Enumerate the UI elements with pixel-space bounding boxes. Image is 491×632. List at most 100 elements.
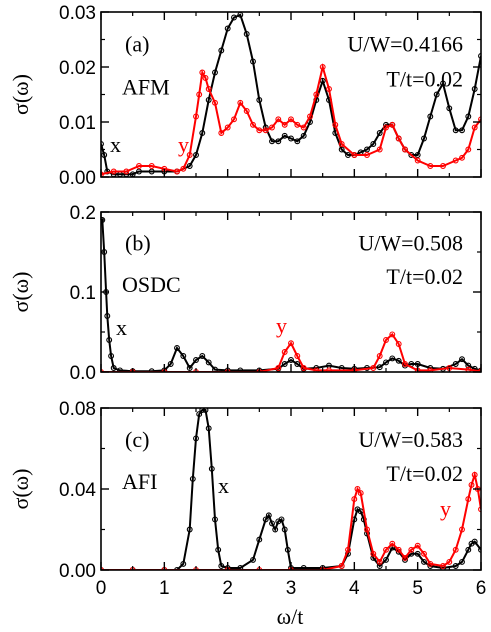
panel-c-phase-label: AFI [122,469,157,494]
panel-b-series-x-point [383,359,389,366]
panel-a-panel-label: (a) [125,32,149,57]
panel-c-series-x-point [452,563,459,569]
panel-c-xtick-label: 6 [476,578,487,599]
panel-a-series-x-line [101,13,481,176]
panel-c-series-x-point [414,550,421,557]
panel-a-ytick-label: 0.01 [59,113,96,134]
panel-c-series-y-point [446,558,453,565]
panel-a-series-y-point [338,141,345,147]
panel-a-series-x-point [193,152,199,158]
panel-a-series-x-point [459,127,465,134]
panel-c-series-y-point [421,550,427,557]
panel-b-series-x-point [237,367,244,372]
panel-b-series-y-point [370,365,377,371]
series-label-x: x [116,315,127,340]
panel-b-series-y-point [383,337,389,343]
panel-c-series-x-point [376,563,383,569]
panel-c-series-x-point [256,536,263,543]
panel-c-series-x-point [202,408,209,413]
panel-a-series-y-point [123,168,130,175]
panel-a-series-y-point [256,127,263,134]
panel-c-series-x-point [478,546,481,553]
panel-c-series-x-point [199,408,206,413]
panel-b-series-x-point [459,356,465,363]
panel-b-panel-label: (b) [125,230,151,255]
panel-a-series-y-point [389,121,396,128]
panel-c-series-x-point [262,516,269,523]
panel-a-series-x-point [218,47,225,54]
panel-a-series-y-point [326,86,332,92]
panel-c-series-x-point [284,546,291,553]
panel-a-series-y-point [288,116,294,123]
panel-a-series-y-point [196,91,203,98]
panel-c-y-axis-label: σ(ω) [8,469,33,510]
panel-c-series [101,408,481,570]
panel-c-series-y-point [376,558,383,565]
panel-b-series-x-point [199,353,206,359]
panel-b-phase-label: OSDC [122,272,181,297]
panel-a-series-y-point [383,124,389,131]
panel-a-series-x-point [186,163,193,169]
panel-c-series-y-point [370,550,377,557]
panel-b-y-axis-label: σ(ω) [8,272,33,313]
panel-b-series-x-point [101,217,106,223]
panel-c-series-y-point [395,546,402,553]
panel-a-series-x-point [370,141,377,147]
panel-b-series-x-point [389,355,396,362]
panel-b-series-y-point [465,366,472,372]
panel-a-series-x-point [136,168,142,175]
panel-a-series-x-point [199,130,206,136]
panel-a-series-y-point [465,146,472,153]
panel-c-ytick-label: 0.00 [59,561,96,582]
series-label-y: y [440,496,451,521]
panel-a-series-y-point [180,165,187,172]
panel-c-series-y-point [459,526,465,533]
panel-c-series-y-point [408,546,415,553]
panel-b-series-x-point [288,357,294,363]
panel-a-series-x-point [212,69,218,76]
panel-c-series-x-point [471,538,478,545]
panel-b-series-x-point [104,313,111,319]
panel-a-series-y-point [243,108,250,114]
panel-c-series-x-line [101,409,481,570]
panel-b-series-x-point [167,361,174,367]
panel-a-series-x-point [452,127,459,134]
panel-a-series-x-point [294,138,301,145]
panel-c-series-x-point [218,563,225,569]
panel-a-series-y-point [224,124,231,131]
panel-b-series-x-point [294,361,301,367]
panel-a-series-x-point [364,146,370,153]
panel-a-series-x-point [250,58,256,65]
panel-a-series-x-point [269,138,275,145]
panel-a-series-y-point [440,163,446,169]
panel-c-series-y-point [402,554,408,561]
panel-b-series-y-point [313,367,320,372]
panel-a-series-x-point [148,168,155,175]
panel-b-series-y-point [402,361,408,367]
panel-c-series-x-point [300,565,307,570]
panel-c-xtick-label: 0 [96,578,107,599]
panel-a-ytick-label: 0.02 [59,58,96,79]
panel-a-series-x-point [414,152,421,158]
panel-a-series-y-point [186,152,193,158]
panel-a-series-x-point [408,152,415,158]
panel-c-series-x-point [319,565,326,570]
panel-c-series-y-point [478,506,481,513]
panel-a-series-y-point [110,168,117,175]
panel-a-series-y-point [193,113,199,120]
panel-b-temp-label: T/t=0.02 [386,264,463,289]
panel-a-series-y-point [364,152,370,158]
panel-b-param-label: U/W=0.508 [358,230,463,255]
panel-c-temp-label: T/t=0.02 [386,461,463,486]
panel-a-series-y-point [332,121,339,128]
panel-a-series-y-point [313,91,320,98]
panel-a-series-y-point [459,154,465,161]
panel-b-series-y-point [389,331,396,338]
panel-b-series-x-point [108,353,115,359]
panel-a-series-x-point [275,138,282,145]
panel-c-series-x-point [212,516,218,523]
panel-b-series-x-point [395,357,402,364]
panel-c-series-x-point [208,465,215,472]
panel-b-series-x-point [106,337,113,343]
panel-c-series-x-point [281,526,288,533]
